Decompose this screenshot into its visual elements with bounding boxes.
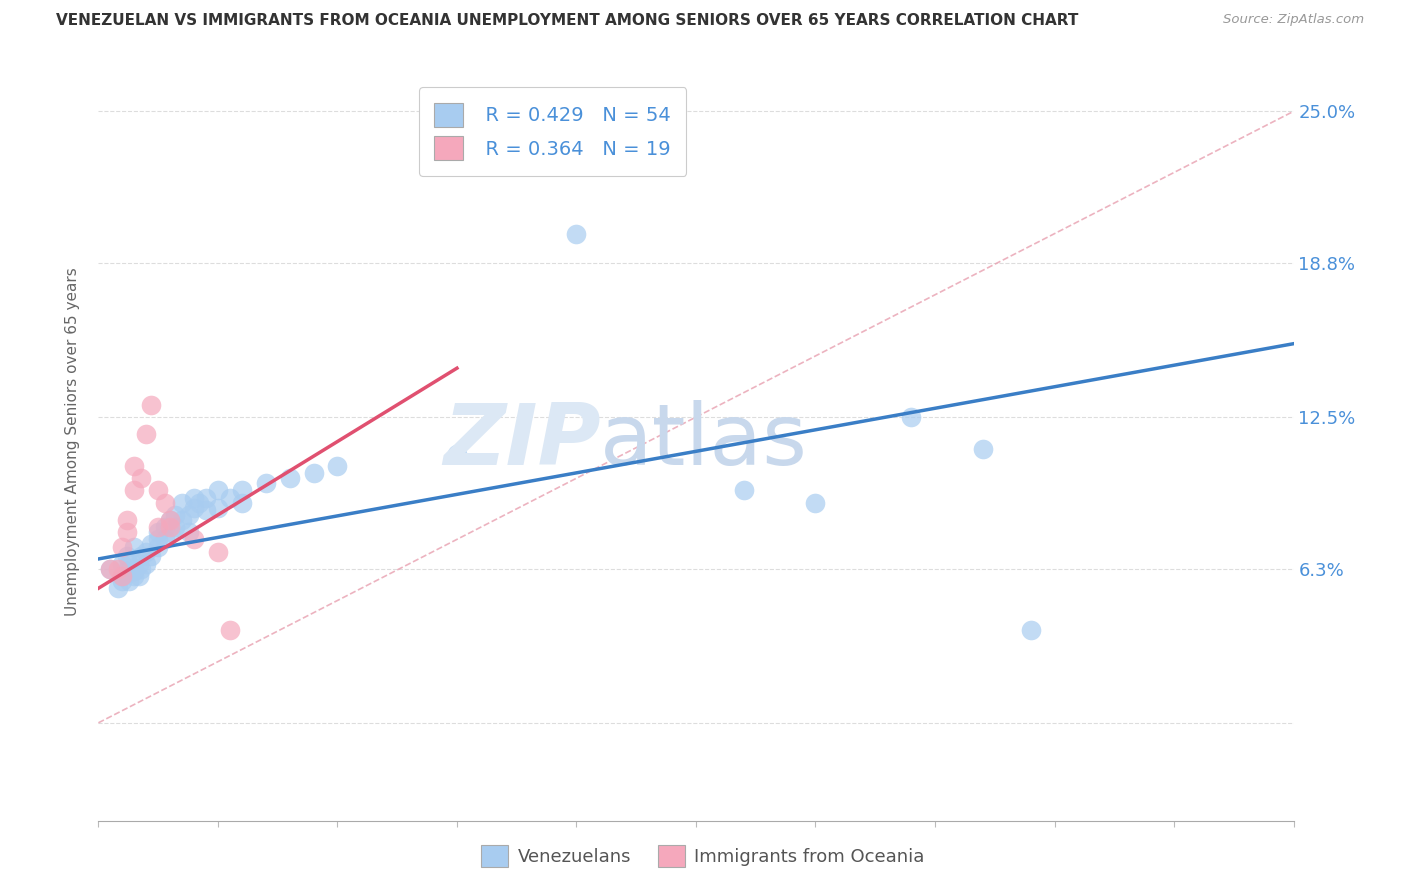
Point	[115, 549, 138, 564]
Point	[155, 520, 177, 534]
Point	[172, 496, 194, 510]
Point	[302, 467, 325, 481]
Point	[115, 524, 138, 539]
Point	[733, 483, 755, 498]
Point	[124, 540, 146, 554]
Point	[118, 557, 141, 571]
Point	[219, 491, 242, 505]
Point	[124, 569, 146, 583]
Point	[135, 544, 157, 558]
Text: ZIP: ZIP	[443, 400, 600, 483]
Point	[131, 549, 153, 564]
Point	[111, 540, 134, 554]
Text: Source: ZipAtlas.com: Source: ZipAtlas.com	[1223, 13, 1364, 27]
Point	[172, 513, 194, 527]
Point	[1019, 623, 1042, 637]
Point	[231, 496, 253, 510]
Point	[135, 557, 157, 571]
Point	[159, 513, 181, 527]
Text: VENEZUELAN VS IMMIGRANTS FROM OCEANIA UNEMPLOYMENT AMONG SENIORS OVER 65 YEARS C: VENEZUELAN VS IMMIGRANTS FROM OCEANIA UN…	[56, 13, 1078, 29]
Point	[159, 524, 181, 539]
Point	[446, 447, 468, 461]
Legend:   R = 0.429   N = 54,   R = 0.364   N = 19: R = 0.429 N = 54, R = 0.364 N = 19	[419, 87, 686, 176]
Point	[804, 496, 827, 510]
Point	[111, 574, 134, 588]
Point	[107, 562, 129, 576]
Point	[326, 458, 349, 473]
Point	[278, 471, 301, 485]
Point	[159, 520, 181, 534]
Point	[207, 500, 229, 515]
Point	[124, 483, 146, 498]
Point	[111, 557, 134, 571]
Point	[148, 524, 170, 539]
Point	[128, 569, 150, 583]
Point	[179, 524, 201, 539]
Point	[183, 500, 205, 515]
Point	[207, 483, 229, 498]
Point	[207, 544, 229, 558]
Point	[183, 491, 205, 505]
Point	[231, 483, 253, 498]
Point	[124, 458, 146, 473]
Point	[148, 520, 170, 534]
Point	[163, 508, 186, 522]
Point	[187, 496, 209, 510]
Y-axis label: Unemployment Among Seniors over 65 years: Unemployment Among Seniors over 65 years	[65, 268, 80, 615]
Point	[139, 398, 162, 412]
Point	[131, 562, 153, 576]
Point	[98, 562, 122, 576]
Point	[111, 569, 134, 583]
Point	[179, 508, 201, 522]
Point	[115, 513, 138, 527]
Point	[115, 564, 138, 578]
Point	[972, 442, 994, 456]
Point	[139, 549, 162, 564]
Legend: Venezuelans, Immigrants from Oceania: Venezuelans, Immigrants from Oceania	[474, 838, 932, 874]
Point	[135, 427, 157, 442]
Point	[107, 582, 129, 596]
Point	[139, 537, 162, 551]
Point	[155, 496, 177, 510]
Point	[900, 410, 922, 425]
Point	[111, 569, 134, 583]
Point	[195, 503, 218, 517]
Point	[163, 520, 186, 534]
Point	[565, 227, 588, 241]
Point	[131, 471, 153, 485]
Point	[148, 483, 170, 498]
Point	[155, 533, 177, 547]
Point	[124, 564, 146, 578]
Point	[148, 533, 170, 547]
Point	[98, 562, 122, 576]
Point	[219, 623, 242, 637]
Point	[183, 533, 205, 547]
Text: atlas: atlas	[600, 400, 808, 483]
Point	[254, 476, 277, 491]
Point	[128, 557, 150, 571]
Point	[148, 540, 170, 554]
Point	[195, 491, 218, 505]
Point	[159, 513, 181, 527]
Point	[118, 574, 141, 588]
